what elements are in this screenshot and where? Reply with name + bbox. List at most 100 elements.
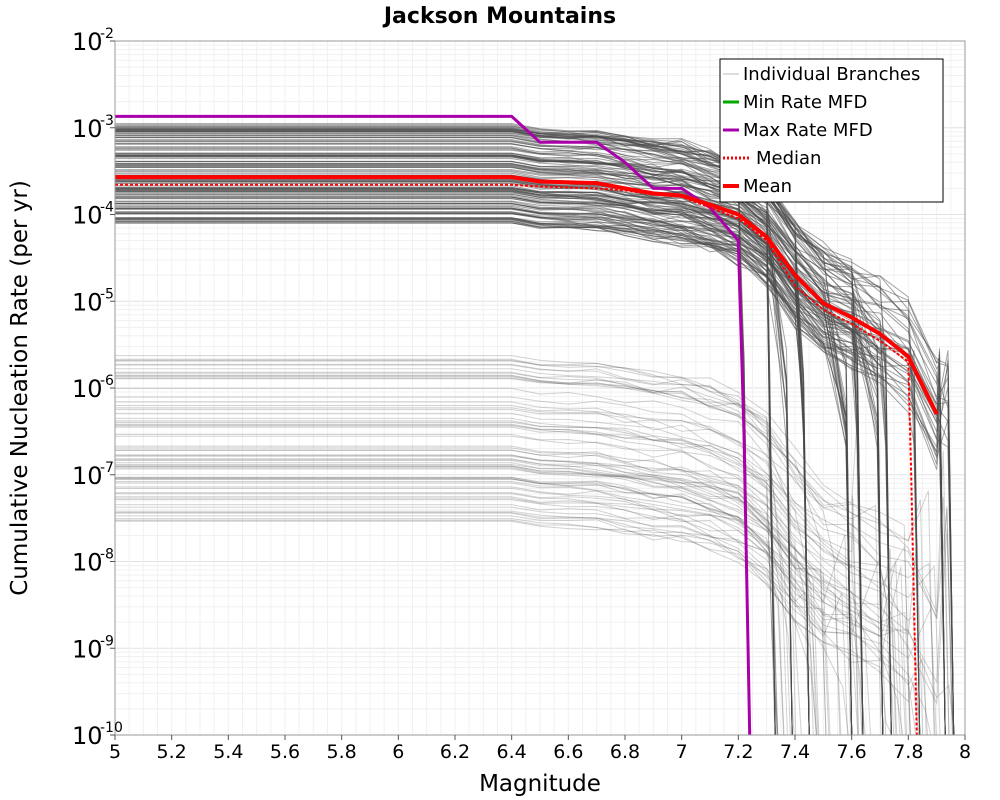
branch-line (115, 421, 906, 736)
branch-line (115, 193, 884, 736)
branch-line (115, 454, 831, 736)
branch-line (115, 520, 817, 736)
branch-line (115, 512, 922, 736)
branch-line (115, 127, 853, 736)
y-tick-label: 10 (72, 28, 103, 56)
branch-line (115, 435, 911, 736)
branch-line (115, 165, 864, 736)
branch-line (115, 492, 929, 736)
branch-line (115, 125, 864, 736)
series-mean (115, 175, 939, 415)
branch-line (115, 468, 901, 736)
y-tick-label: 10 (72, 462, 103, 490)
branch-line (115, 504, 785, 736)
x-tick-label: 7 (676, 741, 688, 763)
x-tick-label: 8 (959, 741, 971, 763)
branch-line (115, 401, 778, 736)
branch-line (115, 179, 955, 736)
branch-line (115, 425, 779, 736)
branch-line (115, 497, 932, 736)
branch-line (115, 374, 841, 736)
y-tick-label: 10 (72, 635, 103, 663)
x-tick-label: 7.4 (780, 741, 810, 763)
branch-line (115, 368, 935, 736)
branch-line (115, 149, 776, 736)
legend-label: Mean (743, 176, 792, 197)
y-tick-label: 10 (72, 549, 103, 577)
branch-line (115, 355, 911, 736)
branch-line (115, 510, 849, 736)
y-tick-exponent: -9 (100, 633, 114, 649)
y-tick-label: 10 (72, 722, 103, 750)
y-tick-label: 10 (72, 115, 103, 143)
x-axis-label: Magnitude (479, 771, 601, 797)
branch-line (115, 449, 802, 736)
y-tick-label: 10 (72, 202, 103, 230)
x-tick-label: 6.8 (610, 741, 640, 763)
branch-line (115, 499, 887, 736)
branch-line (115, 375, 797, 736)
branch-line (115, 454, 819, 736)
branch-line (115, 434, 920, 736)
branch-line (115, 455, 897, 736)
branch-line (115, 481, 779, 736)
branch-line (115, 486, 866, 736)
branch-line (115, 476, 937, 736)
branch-line (115, 462, 955, 736)
branch-line (115, 360, 827, 736)
branch-line (115, 363, 776, 736)
y-tick-exponent: -5 (100, 286, 114, 302)
y-tick-exponent: -4 (100, 200, 114, 216)
branch-line (115, 477, 852, 736)
branch-line (115, 512, 849, 736)
y-tick-exponent: -3 (100, 113, 114, 129)
x-tick-label: 5.6 (270, 741, 300, 763)
branch-line (115, 467, 820, 736)
branch-line (115, 449, 795, 736)
branch-line (115, 464, 902, 736)
branch-line (115, 407, 817, 736)
branch-line (115, 478, 859, 736)
branch-line (115, 506, 830, 736)
branch-line (115, 412, 777, 736)
legend: Individual Branches Min Rate MFD Max Rate … (719, 58, 944, 203)
y-axis-label: Cumulative Nucleation Rate (per yr) (7, 180, 33, 596)
branch-line (115, 188, 946, 736)
branch-line (115, 376, 950, 736)
branch-line (115, 478, 776, 736)
branch-line (115, 478, 898, 736)
branch-line (115, 496, 811, 736)
y-axis-ticks: 10-210-310-410-510-610-710-810-910-10 (72, 26, 123, 750)
branch-line (115, 458, 954, 736)
y-tick-exponent: -7 (100, 460, 114, 476)
branch-line (115, 188, 864, 736)
branch-line (115, 200, 864, 736)
branch-line (115, 460, 924, 736)
branch-line (115, 203, 853, 736)
legend-box (719, 58, 944, 203)
x-tick-label: 5.2 (157, 741, 187, 763)
branch-line (115, 465, 827, 736)
branch-line (115, 409, 859, 736)
x-tick-label: 7.8 (893, 741, 923, 763)
branch-line (115, 179, 810, 736)
branch-line (115, 378, 791, 736)
branch-line (115, 128, 892, 736)
y-tick-exponent: -10 (100, 720, 123, 736)
branch-line (115, 420, 860, 736)
branch-line (115, 377, 882, 736)
legend-label: Min Rate MFD (743, 92, 867, 113)
series-lines (115, 114, 939, 736)
series-median (115, 183, 918, 736)
branch-line (115, 426, 779, 736)
series-max-rate-mfd (115, 114, 752, 736)
branch-line (115, 423, 941, 736)
branch-line (115, 518, 920, 736)
branch-line (115, 515, 893, 736)
branch-line (115, 466, 912, 736)
x-tick-label: 5.8 (327, 741, 357, 763)
branch-line (115, 447, 871, 736)
branch-line (115, 358, 788, 736)
y-tick-label: 10 (72, 375, 103, 403)
